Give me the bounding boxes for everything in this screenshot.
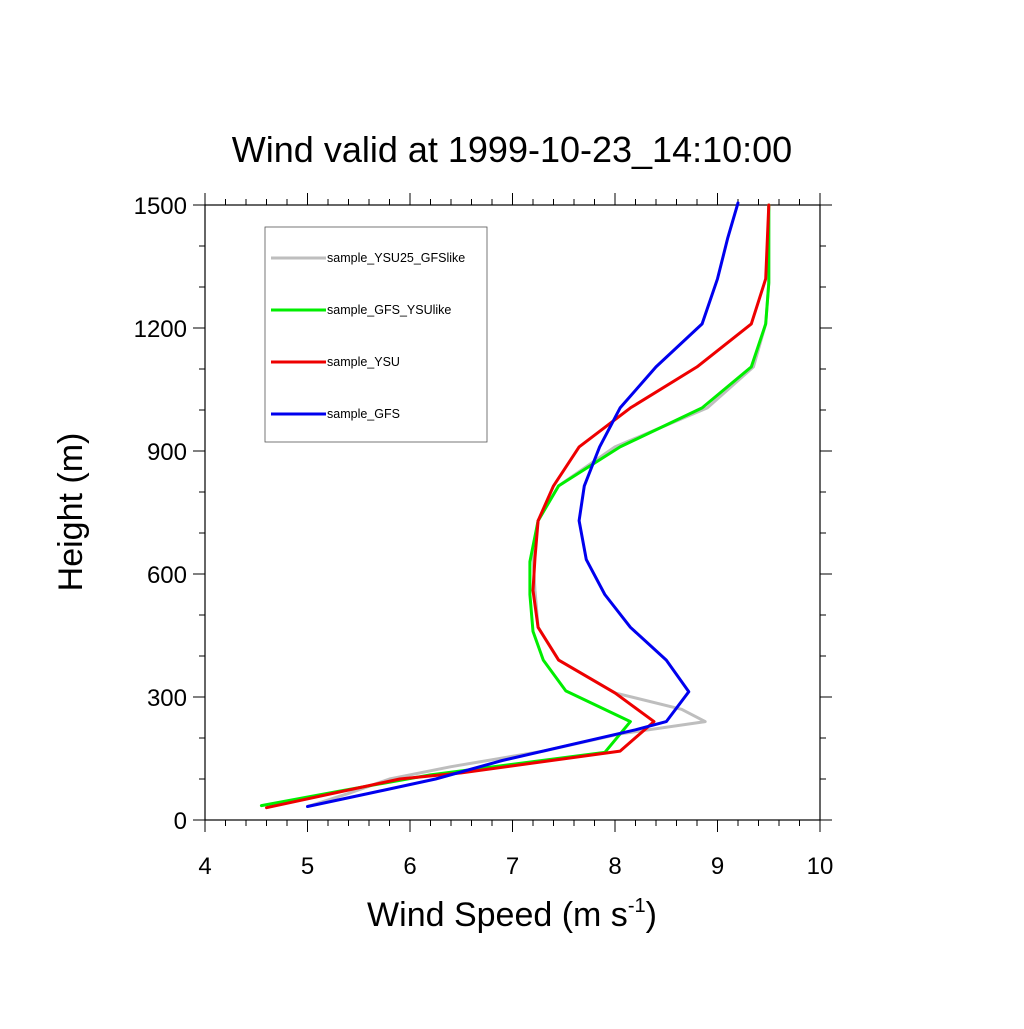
y-tick-label: 1500 <box>134 193 187 220</box>
x-tick-label: 6 <box>403 853 416 880</box>
x-axis-label-suffix: ) <box>646 896 657 934</box>
legend: sample_YSU25_GFSlike sample_GFS_YSUlikesa… <box>264 226 488 443</box>
y-tick-label: 300 <box>147 685 187 712</box>
series-lines <box>259 201 771 810</box>
legend-label: sample_YSU <box>327 355 400 369</box>
legend-label: sample_GFS_YSUlike <box>327 303 451 317</box>
x-tick-label: 4 <box>198 853 211 880</box>
x-tick-label: 7 <box>506 853 519 880</box>
x-tick-label: 9 <box>711 853 724 880</box>
x-tick-label: 5 <box>301 853 314 880</box>
series-line-sample_GFS <box>306 201 740 808</box>
y-axis-label: Height (m) <box>52 433 90 592</box>
x-axis-label-superscript: -1 <box>628 895 646 917</box>
y-tick-label: 0 <box>174 808 187 835</box>
legend-label: sample_YSU25_GFSlike <box>327 251 465 265</box>
legend-box <box>264 226 488 443</box>
x-axis-label: Wind Speed (m s-1) <box>367 895 657 934</box>
x-axis-label-main: Wind Speed (m s <box>367 896 628 934</box>
axis-ticks: 4 5 6 7 8 9 10 0 300 600 900 1200 1500 <box>134 193 834 880</box>
y-tick-label: 900 <box>147 439 187 466</box>
x-tick-label: 10 <box>807 853 834 880</box>
y-tick-label: 600 <box>147 562 187 589</box>
series-line-sample_YSU <box>265 203 771 810</box>
legend-label: sample_GFS <box>327 407 400 421</box>
y-tick-label: 1200 <box>134 316 187 343</box>
chart-title: Wind valid at 1999-10-23_14:10:00 <box>232 129 792 170</box>
x-tick-label: 8 <box>608 853 621 880</box>
